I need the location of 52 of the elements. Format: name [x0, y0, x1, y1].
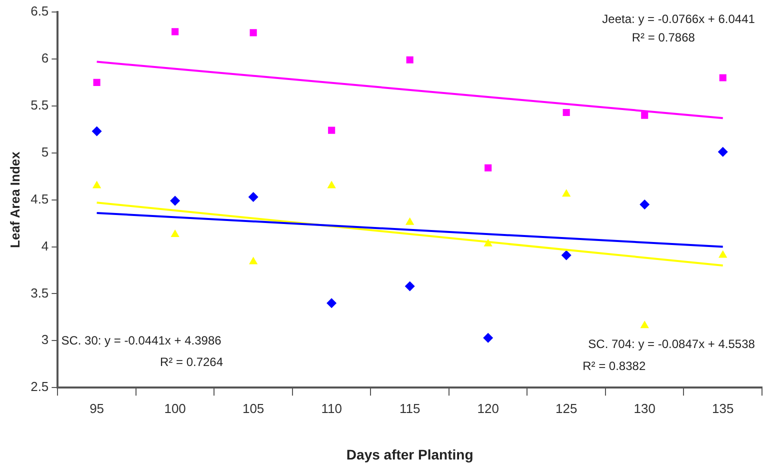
point: [640, 199, 650, 210]
y-tick-label: 4.5: [30, 191, 49, 206]
x-tick-label: 125: [556, 400, 578, 416]
point: [248, 256, 258, 264]
point: [404, 281, 415, 292]
x-tick-label: 95: [90, 400, 104, 416]
annotation: R² = 0.7264: [160, 355, 224, 370]
y-tick-label: 3: [41, 332, 49, 348]
point: [93, 78, 100, 86]
x-tick-label: 130: [634, 400, 656, 416]
point: [170, 196, 180, 206]
annotation: R² = 0.8382: [582, 358, 646, 373]
point: [483, 332, 494, 343]
point: [250, 29, 257, 36]
point: [406, 56, 414, 64]
point: [561, 250, 572, 260]
x-tick-label: 135: [712, 400, 734, 416]
point: [92, 126, 102, 136]
point: [248, 192, 258, 202]
y-tick-label: 4: [41, 238, 49, 254]
x-tick-label: 120: [477, 400, 499, 416]
x-axis-title: Days after Planting: [346, 446, 474, 462]
point: [718, 250, 728, 258]
y-tick-label: 6.5: [30, 4, 49, 19]
point: [172, 28, 179, 36]
annotation: SC. 704: y = -0.0847x + 4.5538: [588, 337, 756, 352]
y-tick-label: 3.5: [30, 285, 49, 300]
x-tick-label: 115: [399, 400, 420, 416]
point: [719, 74, 726, 82]
point: [718, 146, 728, 157]
point: [92, 180, 102, 188]
point: [328, 126, 336, 134]
point: [562, 108, 570, 116]
x-tick-label: 105: [242, 400, 264, 416]
point: [406, 217, 414, 225]
point: [562, 189, 571, 197]
point: [484, 164, 492, 172]
x-tick-label: 100: [164, 400, 186, 416]
x-tick-label: 110: [321, 400, 342, 416]
y-tick-label: 6: [41, 50, 49, 66]
point: [641, 112, 648, 119]
annotation: SC. 30: y = -0.0441x + 4.3986: [61, 333, 222, 348]
y-tick-label: 5: [41, 144, 49, 160]
point: [640, 320, 649, 328]
point: [327, 180, 336, 188]
point: [170, 230, 180, 238]
y-tick-label: 2.5: [30, 379, 49, 394]
y-tick-label: 5.5: [30, 97, 49, 112]
point: [326, 298, 337, 308]
y-axis-title: Leaf Area Index: [7, 150, 22, 248]
annotation: Jeeta: y = -0.0766x + 6.0441: [602, 12, 756, 26]
annotation: R² = 0.7868: [632, 30, 696, 45]
